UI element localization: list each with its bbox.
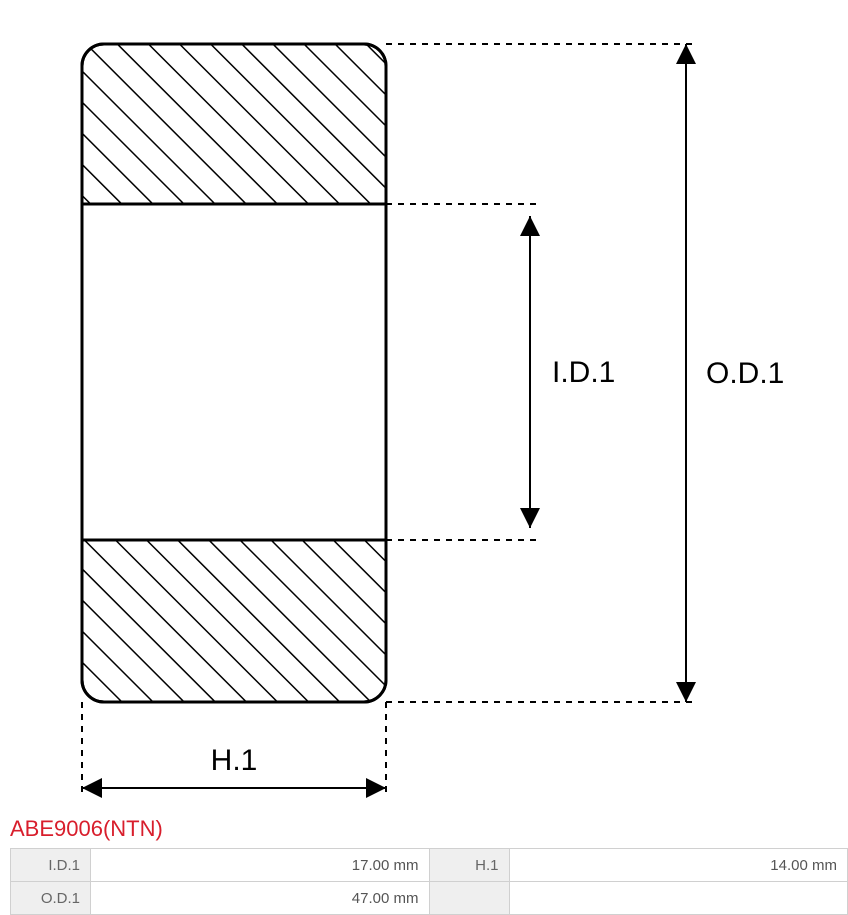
spec-key: I.D.1	[11, 849, 91, 882]
bearing-diagram: O.D.1 I.D.1 H.1	[10, 0, 810, 800]
spec-value: 47.00 mm	[91, 882, 430, 915]
svg-text:O.D.1: O.D.1	[706, 357, 784, 390]
spec-key: O.D.1	[11, 882, 91, 915]
table-row: O.D.1 47.00 mm	[11, 882, 848, 915]
spec-value: 17.00 mm	[91, 849, 430, 882]
spec-key: H.1	[429, 849, 509, 882]
spec-value	[509, 882, 848, 915]
svg-text:I.D.1: I.D.1	[552, 356, 615, 389]
svg-text:H.1: H.1	[211, 744, 258, 777]
diagram-container: O.D.1 I.D.1 H.1	[0, 0, 848, 810]
table-row: I.D.1 17.00 mm H.1 14.00 mm	[11, 849, 848, 882]
spec-value: 14.00 mm	[509, 849, 848, 882]
product-title: ABE9006(NTN)	[0, 810, 848, 848]
spec-key	[429, 882, 509, 915]
spec-table: I.D.1 17.00 mm H.1 14.00 mm O.D.1 47.00 …	[10, 848, 848, 915]
